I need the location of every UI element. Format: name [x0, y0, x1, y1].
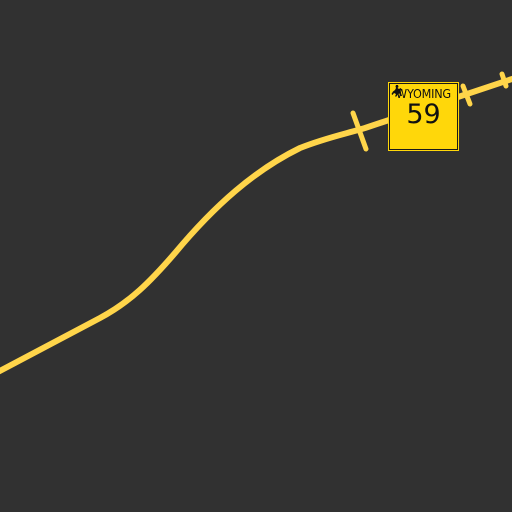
road-tick-mark [460, 83, 473, 107]
bucking-horse-rider-icon [391, 85, 402, 97]
shield-state-label: WYOMING [396, 86, 451, 101]
shield-route-number: 59 [406, 99, 441, 130]
wyoming-route-shield[interactable]: WYOMING 59 [388, 82, 459, 151]
road-tick-mark [499, 71, 509, 89]
road-tick-mark [350, 110, 369, 152]
highway-road-line[interactable] [0, 75, 512, 375]
